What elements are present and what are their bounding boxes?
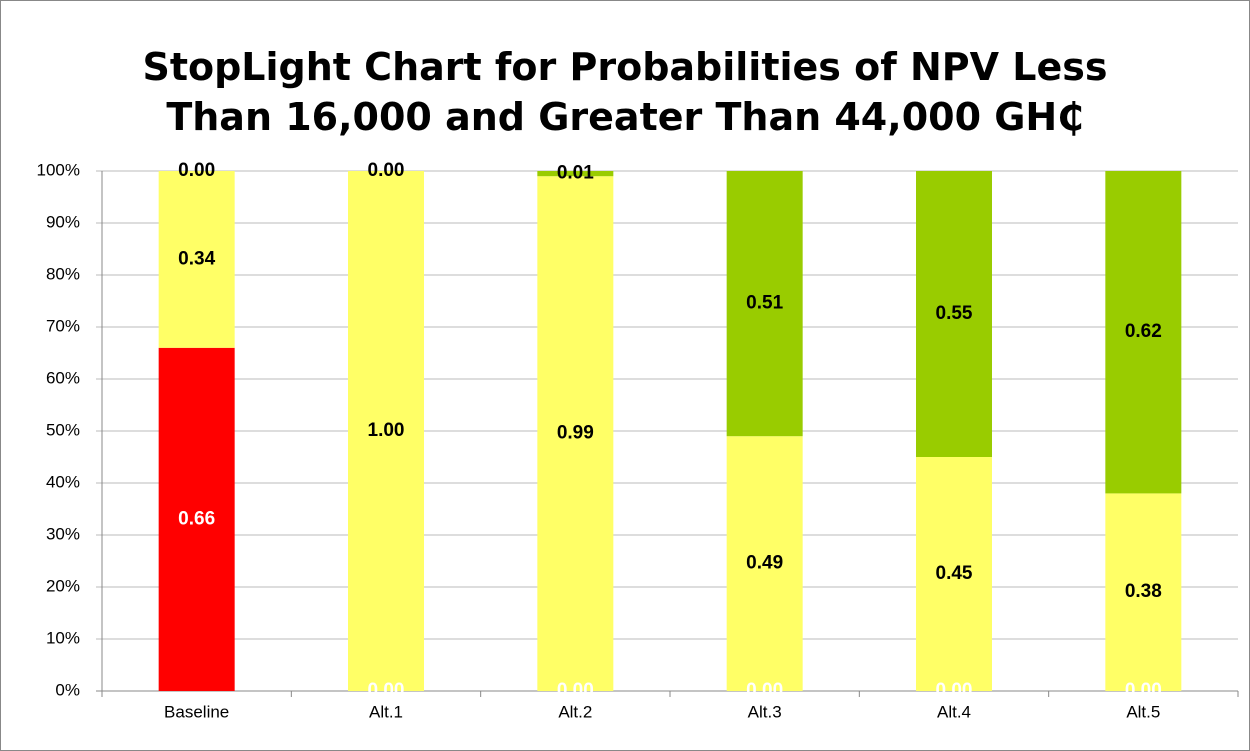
data-label: 0.01 [557,163,594,184]
bar-segment [1105,171,1182,494]
bar-segment [537,176,614,691]
chart-title: StopLight Chart for Probabilities of NPV… [142,45,1108,139]
x-tick-label: Alt.2 [558,702,592,721]
y-tick-label: 20% [46,576,80,595]
y-tick-label: 40% [46,472,80,491]
x-tick-label: Alt.3 [748,702,782,721]
data-label: 0.34 [178,248,215,269]
x-tick-label: Baseline [164,702,229,721]
data-label: 0.38 [1125,581,1162,602]
data-label: 1.00 [368,420,405,441]
data-label: 0.00 [936,680,973,701]
data-label: 0.45 [936,563,973,584]
data-label: 0.00 [368,160,405,181]
y-tick-label: 10% [46,628,80,647]
x-tick-label: Alt.4 [937,702,971,721]
y-tick-label: 100% [37,160,80,179]
y-tick-label: 70% [46,316,80,335]
bar-segment [726,436,803,691]
x-tick-label: Alt.1 [369,702,403,721]
data-label: 0.49 [746,553,783,574]
bar-segment [537,171,614,177]
bar-segment [1105,493,1182,691]
y-tick-label: 80% [46,264,80,283]
data-label: 0.51 [746,293,783,314]
y-tick-label: 60% [46,368,80,387]
y-tick-label: 50% [46,420,80,439]
y-tick-label: 90% [46,212,80,231]
x-tick-label: Alt.5 [1126,702,1160,721]
y-tick-label: 0% [55,680,80,699]
data-label: 0.00 [1125,680,1162,701]
data-label: 0.55 [936,303,973,324]
bar-segment [726,171,803,437]
data-label: 0.00 [557,680,594,701]
bar-segment [916,171,992,457]
data-label: 0.62 [1125,321,1162,342]
data-label: 0.00 [178,160,215,181]
y-tick-label: 30% [46,524,80,543]
bar-segment [348,171,424,691]
data-label: 0.99 [557,423,594,444]
bar-segment [158,347,235,691]
data-label: 0.00 [368,680,405,701]
bar-segment [158,171,235,348]
bar-segment [916,457,992,691]
data-label: 0.66 [178,508,215,529]
data-label: 0.00 [746,680,783,701]
